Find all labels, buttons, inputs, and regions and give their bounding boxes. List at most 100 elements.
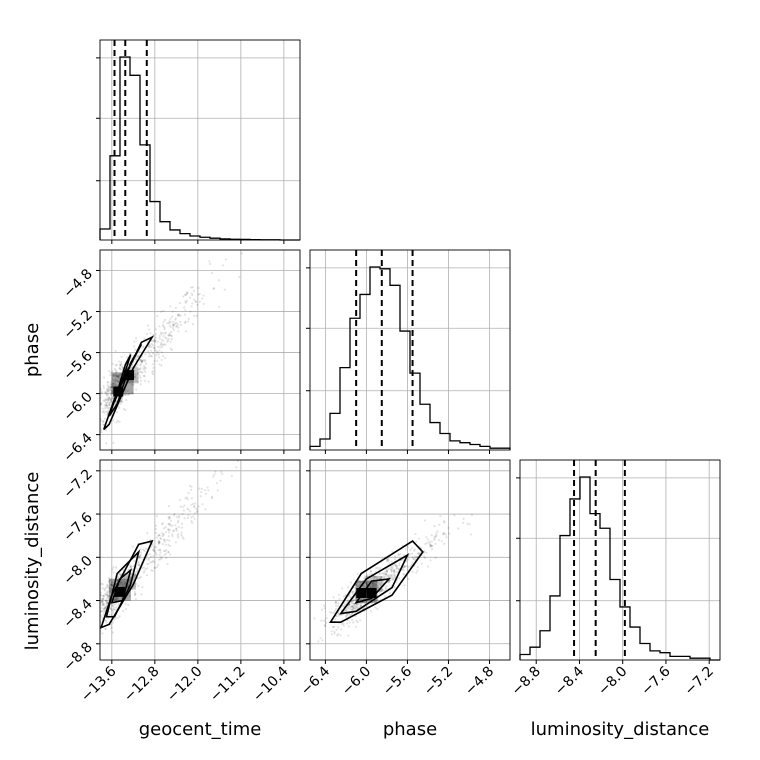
scatter-point (135, 582, 138, 585)
scatter-point (371, 581, 374, 585)
scatter-point (95, 608, 97, 610)
scatter-point (166, 539, 169, 542)
scatter-point (119, 402, 122, 405)
scatter-point (111, 385, 114, 389)
scatter-point (417, 552, 420, 555)
scatter-point (134, 592, 137, 595)
scatter-point (153, 338, 156, 342)
scatter-point (336, 634, 339, 637)
scatter-point (154, 349, 157, 352)
scatter-point (129, 564, 132, 567)
scatter-point (144, 367, 147, 370)
scatter-point (97, 427, 99, 429)
scatter-point (111, 382, 114, 385)
scatter-point (430, 545, 433, 548)
scatter-point (441, 532, 445, 535)
scatter-point (108, 406, 111, 409)
scatter-point (182, 295, 185, 298)
scatter-point (187, 508, 190, 511)
scatter-point (158, 334, 161, 338)
scatter-point (395, 564, 398, 567)
scatter-point (426, 538, 429, 541)
scatter-point (365, 582, 369, 585)
scatter-point (111, 605, 114, 608)
scatter-point (334, 600, 337, 603)
scatter-point (211, 495, 214, 498)
scatter-point (238, 275, 241, 279)
scatter-point (376, 607, 379, 611)
scatter-point (103, 607, 106, 610)
scatter-point (177, 525, 181, 529)
scatter-point (325, 617, 328, 620)
scatter-point (133, 573, 136, 576)
scatter-point (108, 397, 111, 400)
scatter-point (100, 609, 103, 613)
scatter-point (144, 353, 147, 356)
scatter-point (139, 366, 142, 370)
scatter-point (140, 360, 143, 363)
scatter-point (386, 570, 389, 573)
scatter-point (453, 514, 456, 517)
scatter-point (108, 403, 111, 406)
scatter-point (117, 380, 120, 384)
scatter-point (160, 333, 163, 336)
scatter-point (115, 598, 119, 601)
scatter-point (144, 568, 147, 571)
scatter-point (118, 373, 121, 376)
scatter-point (191, 286, 194, 289)
scatter-point (118, 572, 121, 576)
y-tick-label-luminosity-distance: −8.0 (60, 553, 95, 588)
scatter-point (147, 346, 151, 349)
scatter-point (106, 600, 109, 603)
scatter-point (106, 601, 109, 604)
scatter-point (121, 400, 124, 404)
scatter-point (97, 396, 99, 398)
scatter-point (100, 428, 102, 431)
scatter-point (359, 602, 362, 605)
scatter-point (321, 639, 324, 642)
scatter-point (397, 553, 400, 556)
scatter-point (174, 306, 177, 310)
scatter-point (430, 534, 433, 537)
scatter-point (433, 524, 436, 528)
scatter-point (323, 607, 326, 610)
scatter-point (93, 611, 95, 613)
scatter-point (347, 595, 351, 598)
scatter-point (414, 532, 417, 536)
scatter-point (380, 588, 383, 592)
scatter-point (338, 598, 341, 601)
scatter-point (92, 414, 94, 416)
scatter-point (104, 619, 108, 622)
scatter-point (149, 561, 152, 564)
scatter-point (345, 607, 349, 610)
scatter-point (177, 330, 180, 333)
scatter-point (114, 384, 117, 387)
scatter-point (87, 637, 89, 639)
scatter-point (175, 515, 178, 518)
scatter-point (191, 302, 194, 305)
scatter-point (193, 517, 196, 520)
scatter-point (103, 411, 106, 414)
scatter-point (172, 325, 175, 328)
scatter-point (137, 555, 141, 559)
scatter-point (169, 340, 172, 343)
scatter-point (132, 380, 135, 383)
scatter-point (110, 583, 113, 587)
scatter-point (109, 590, 112, 593)
scatter-point (104, 593, 107, 596)
scatter-point (334, 618, 337, 621)
scatter-point (356, 603, 359, 606)
scatter-point (97, 396, 99, 398)
scatter-point (116, 579, 119, 582)
scatter-point (142, 566, 146, 569)
scatter-point (106, 584, 109, 587)
scatter-point (169, 317, 172, 320)
scatter-point (353, 607, 356, 610)
scatter-point (356, 606, 359, 609)
panel-frame (99, 39, 301, 241)
scatter-point (171, 310, 174, 313)
scatter-point (138, 374, 141, 378)
scatter-point (351, 618, 354, 621)
scatter-point (106, 396, 109, 399)
scatter-point (388, 579, 391, 582)
